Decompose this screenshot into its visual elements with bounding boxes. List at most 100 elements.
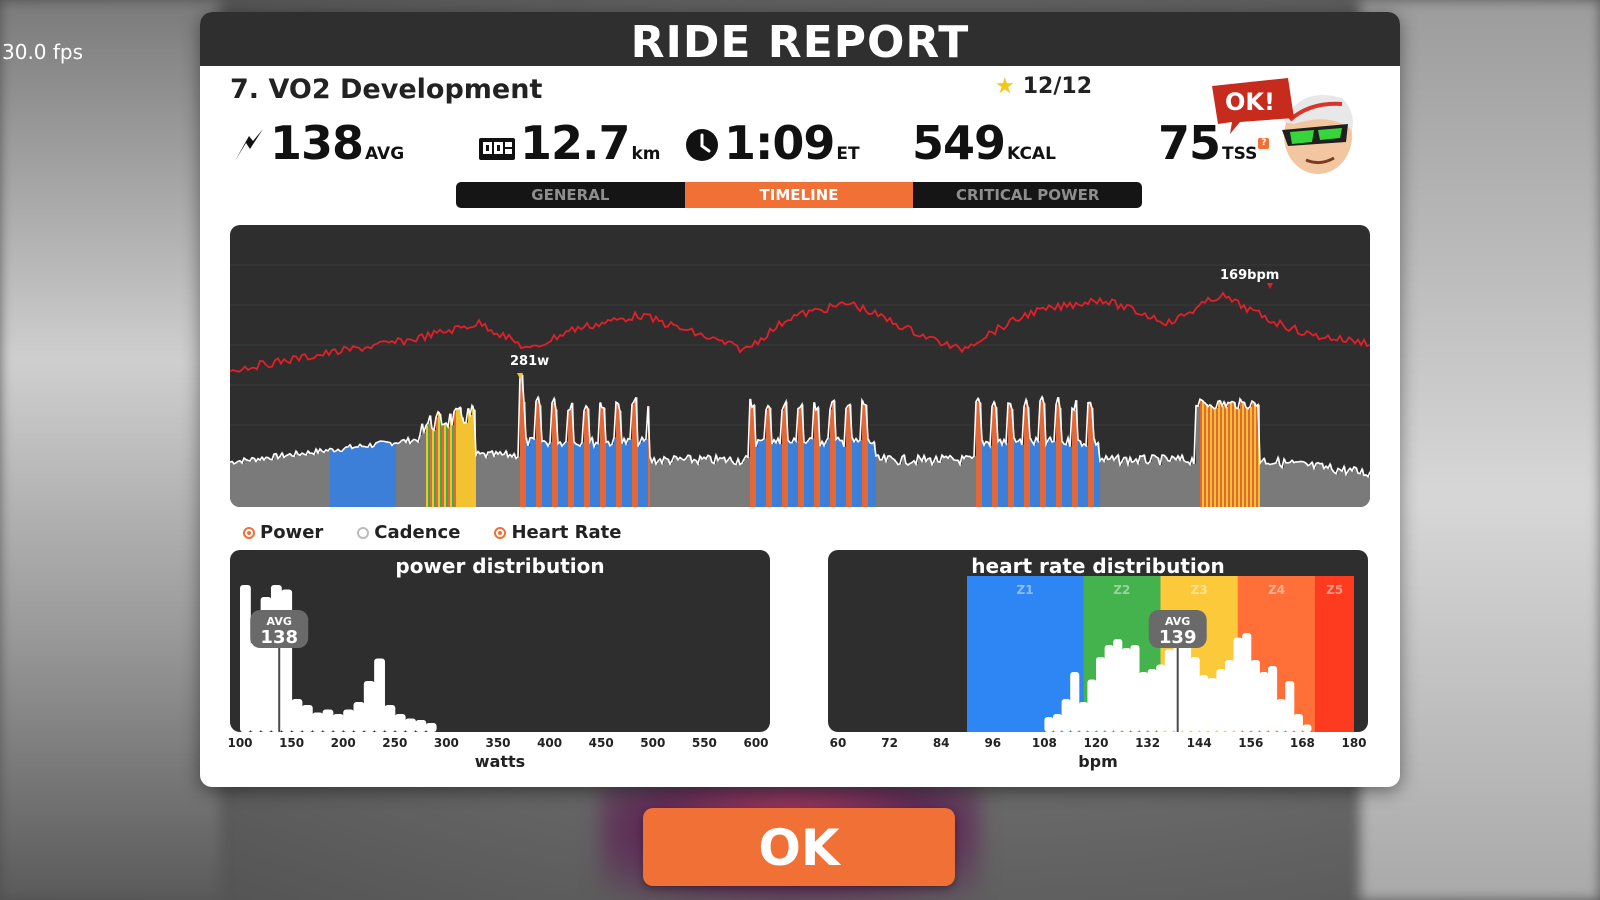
power-zone-bar (1212, 406, 1214, 507)
power-zone-bar (1234, 402, 1236, 507)
power-zone-bar (728, 459, 730, 507)
power-zone-bar (912, 462, 914, 507)
power-zone-bar (590, 441, 592, 507)
power-zone-bar (522, 375, 524, 507)
calories-unit: KCAL (1007, 144, 1056, 164)
power-zone-bar (490, 452, 492, 507)
ok-button[interactable]: OK (643, 808, 955, 886)
power-zone-bar (718, 460, 720, 507)
odometer-icon (479, 138, 515, 160)
power-zone-bar (554, 398, 556, 507)
power-zone-bar (1266, 463, 1268, 507)
distribution-bar (1225, 660, 1235, 732)
tab-critical-power[interactable]: CRITICAL POWER (955, 186, 1100, 204)
power-zone-bar (1288, 462, 1290, 507)
elapsed-time-unit: ET (836, 144, 860, 164)
power-zone-bar (1220, 400, 1222, 507)
power-zone-bar (556, 409, 558, 507)
power-zone-bar (488, 452, 490, 507)
avg-power-stat: 138 AVG (232, 116, 404, 170)
power-zone-bar (1286, 462, 1288, 507)
power-zone-bar (698, 464, 700, 507)
power-zone-bar (1132, 462, 1134, 507)
tab-timeline[interactable]: TIMELINE (684, 182, 914, 208)
power-zone-bar (1112, 455, 1114, 507)
power-zone-bar (764, 438, 766, 507)
power-zone-bar (770, 408, 772, 507)
power-zone-bar (738, 458, 740, 507)
power-zone-bar (530, 437, 532, 507)
power-zone-bar (300, 455, 302, 507)
power-zone-bar (1368, 476, 1370, 507)
power-zone-bar (594, 446, 596, 507)
power-zone-bar (1086, 445, 1088, 507)
power-zone-bar (726, 462, 728, 507)
power-zone-bar (284, 457, 286, 507)
power-zone-bar (504, 454, 506, 507)
power-line (230, 374, 1370, 479)
axis-tick-label: 100 (227, 736, 253, 750)
power-zone-bar (1116, 457, 1118, 507)
power-zone-bar (786, 401, 788, 507)
power-zone-bar (1300, 461, 1302, 507)
power-zone-bar (440, 414, 442, 507)
power-zone-bar (1126, 457, 1128, 507)
power-zone-bar (778, 438, 780, 507)
distribution-bar (1182, 627, 1192, 732)
power-zone-bar (302, 453, 304, 507)
power-zone-bar (476, 454, 478, 507)
power-zone-bar (978, 398, 980, 507)
power-zone-bar (422, 423, 424, 507)
power-zone-bar (332, 448, 334, 507)
power-zone-bar (826, 441, 828, 507)
power-zone-bar (494, 455, 496, 507)
power-zone-bar (286, 455, 288, 507)
power-zone-bar (746, 455, 748, 507)
power-zone-bar (1114, 460, 1116, 507)
power-zone-bar (248, 460, 250, 507)
power-zone-bar (544, 440, 546, 507)
power-zone-bar (340, 451, 342, 507)
distribution-bar (1216, 669, 1226, 732)
power-zone-bar (1208, 406, 1210, 507)
power-zone-bar (968, 456, 970, 507)
power-zone-bar (1094, 438, 1096, 507)
power-zone-bar (334, 451, 336, 507)
power-zone-bar (1312, 462, 1314, 507)
legend-cadence[interactable]: Cadence (357, 522, 460, 543)
clock-icon (686, 129, 718, 161)
power-zone-bar (880, 459, 882, 507)
power-zone-bar (818, 407, 820, 507)
legend-power[interactable]: Power (243, 522, 323, 543)
power-zone-bar (1090, 402, 1092, 507)
tab-general[interactable]: GENERAL (531, 186, 610, 204)
tss-help-icon[interactable]: ? (1258, 138, 1270, 149)
power-zone-bar (614, 437, 616, 507)
power-zone-bar (1338, 468, 1340, 507)
hr-zone-label: Z1 (1017, 583, 1034, 597)
distribution-bar (1061, 699, 1071, 732)
power-zone-bar (936, 456, 938, 507)
power-zone-bar (350, 444, 352, 507)
power-zone-bar (1032, 441, 1034, 507)
power-zone-bar (1048, 440, 1050, 507)
power-zone-bar (240, 460, 242, 507)
power-zone-bar (560, 441, 562, 507)
power-zone-bar (1202, 400, 1204, 507)
legend-heart-rate[interactable]: Heart Rate (494, 522, 621, 543)
power-zone-bar (1334, 472, 1336, 507)
power-zone-bar (610, 445, 612, 507)
power-zone-bar (312, 453, 314, 507)
hr-zone-label: Z3 (1191, 583, 1208, 597)
power-zone-bar (1230, 402, 1232, 507)
power-zone-bar (842, 440, 844, 507)
power-zone-bar (294, 456, 296, 507)
power-zone-bar (1280, 465, 1282, 507)
power-zone-bar (632, 404, 634, 507)
power-zone-bar (478, 451, 480, 507)
power-zone-bar (596, 442, 598, 507)
power-zone-bar (528, 445, 530, 507)
power-zone-bar (772, 444, 774, 507)
power-zone-bar (1252, 401, 1254, 507)
power-zone-bar (1248, 408, 1250, 507)
